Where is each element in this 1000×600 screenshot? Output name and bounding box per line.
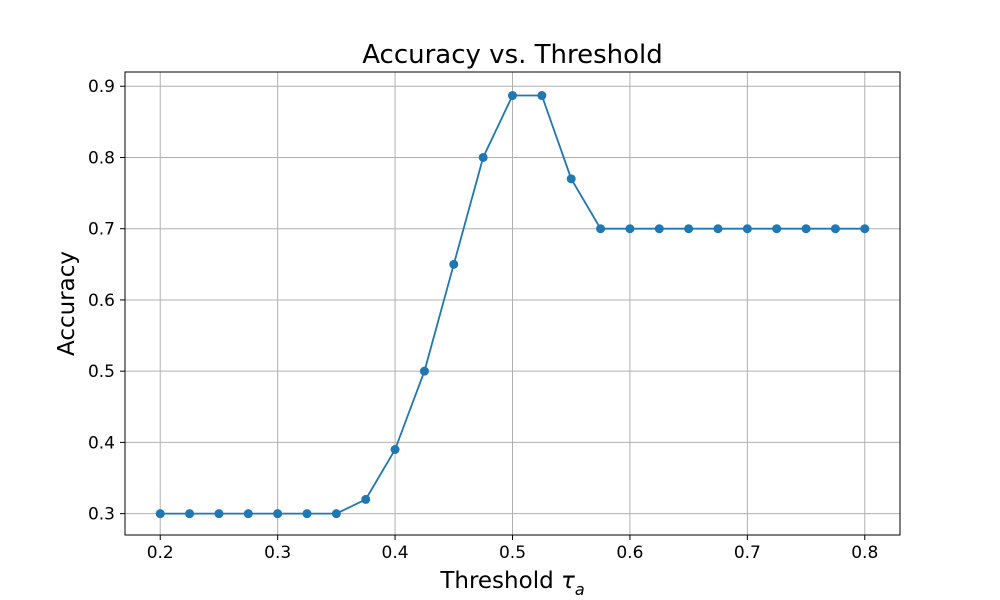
x-axis-label-subscript: a <box>575 580 585 599</box>
data-point <box>801 224 811 234</box>
ticks: 0.2 0.3 0.4 0.5 0.6 0.7 0.8 0.3 0.4 0.5 0.6 0.7 0.8 0… <box>88 77 878 563</box>
data-point <box>537 91 547 101</box>
data-point <box>478 152 488 162</box>
data-point <box>419 366 429 376</box>
data-point <box>214 509 224 519</box>
y-axis-label: Accuracy <box>54 251 80 356</box>
y-tick-label: 0.9 <box>88 77 115 97</box>
x-axis-label: Threshold τa <box>439 568 584 599</box>
data-point <box>860 224 870 234</box>
data-point <box>713 224 723 234</box>
x-tick-label: 0.6 <box>616 543 643 563</box>
y-tick-label: 0.3 <box>88 505 115 525</box>
y-tick-label: 0.4 <box>88 433 115 453</box>
y-tick-label: 0.5 <box>88 362 115 382</box>
data-point <box>625 224 635 234</box>
data-point <box>742 224 752 234</box>
x-tick-label: 0.7 <box>734 543 761 563</box>
y-tick-label: 0.7 <box>88 220 115 240</box>
data-point <box>449 259 459 269</box>
data-point <box>508 91 517 101</box>
data-point <box>830 224 840 234</box>
data-point <box>684 224 694 234</box>
data-point <box>654 224 664 234</box>
x-tick-label: 0.2 <box>147 543 174 563</box>
data-point <box>566 174 576 184</box>
data-point <box>331 509 341 519</box>
x-axis-label-main: Threshold <box>439 568 561 594</box>
data-point <box>361 494 371 504</box>
y-tick-label: 0.6 <box>88 291 115 311</box>
y-tick-label: 0.8 <box>88 148 115 168</box>
x-tick-label: 0.3 <box>264 543 291 563</box>
data-series <box>155 91 870 519</box>
data-point <box>243 509 253 519</box>
x-axis-label-symbol: τ <box>561 568 575 594</box>
data-point <box>185 509 195 519</box>
data-point <box>302 509 312 519</box>
x-tick-label: 0.8 <box>851 543 878 563</box>
data-point <box>155 509 165 519</box>
data-point <box>273 509 283 519</box>
x-tick-label: 0.4 <box>382 543 409 563</box>
chart-title: Accuracy vs. Threshold <box>362 40 663 70</box>
data-point <box>772 224 782 234</box>
x-tick-label: 0.5 <box>499 543 526 563</box>
data-point <box>390 445 400 455</box>
data-point <box>596 224 606 234</box>
